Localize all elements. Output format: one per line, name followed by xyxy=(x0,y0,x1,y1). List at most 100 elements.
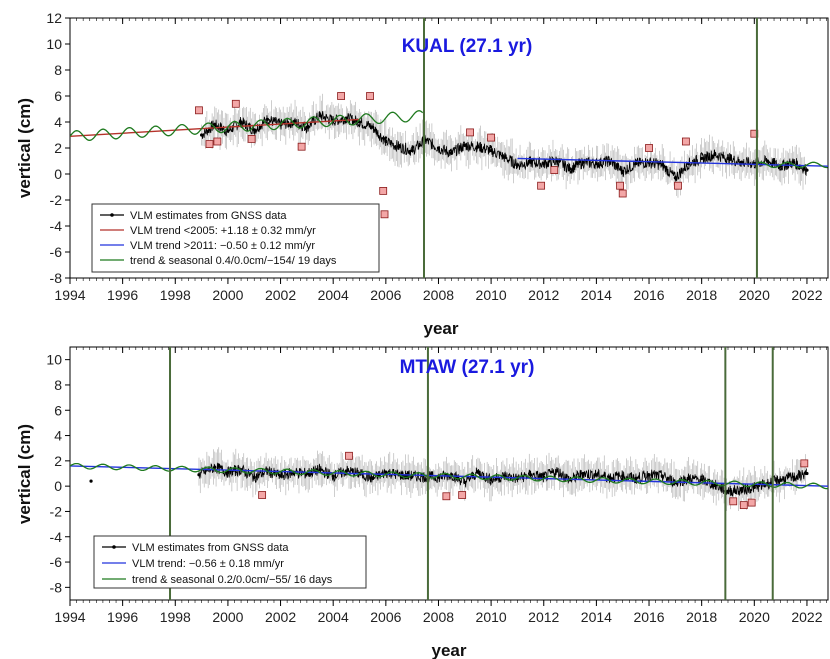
vlm-estimate-point xyxy=(765,159,770,163)
vlm-estimate-point xyxy=(726,156,730,160)
vlm-estimate-point xyxy=(673,176,677,180)
outlier-marker xyxy=(747,498,756,507)
vlm-estimate-point xyxy=(528,473,533,477)
x-tick-label: 2016 xyxy=(633,287,664,303)
vlm-estimate-point xyxy=(700,156,704,160)
y-tick-label: 8 xyxy=(54,377,62,393)
vlm-estimate-point xyxy=(594,473,598,477)
vlm-estimate-point xyxy=(318,113,322,118)
x-tick-label: 1994 xyxy=(54,609,85,625)
legend-label: VLM trend <2005: +1.18 ± 0.32 mm/yr xyxy=(130,225,316,237)
vlm-estimate-point xyxy=(371,125,375,129)
vlm-estimate-point xyxy=(647,473,651,477)
vlm-estimate-point xyxy=(700,478,704,482)
outlier-marker xyxy=(800,459,809,468)
legend-label: VLM estimates from GNSS data xyxy=(132,542,289,554)
vlm-estimate-point xyxy=(792,160,796,164)
legend-box xyxy=(91,203,380,273)
x-tick-label: 2020 xyxy=(739,609,770,625)
outlier-marker xyxy=(297,142,306,151)
vlm-estimate-point xyxy=(463,480,467,484)
y-tick-label: 6 xyxy=(54,402,62,418)
vlm-estimate-point xyxy=(213,123,217,127)
x-tick-label: 2006 xyxy=(370,609,401,625)
vlm-estimate-point xyxy=(318,468,322,472)
vlm-estimate-point xyxy=(581,160,585,164)
vlm-estimate-point xyxy=(371,476,375,481)
x-tick-label: 2012 xyxy=(528,287,559,303)
vlm-estimate-point xyxy=(660,474,664,478)
x-tick-label: 2008 xyxy=(423,287,454,303)
outlier-marker xyxy=(337,92,345,100)
outlier-marker xyxy=(458,491,467,499)
vlm-estimate-point xyxy=(779,478,783,482)
outlier-marker xyxy=(258,491,267,499)
y-axis-label: vertical (cm) xyxy=(15,98,34,198)
x-tick-label: 2004 xyxy=(318,609,349,625)
outlier-marker xyxy=(674,181,682,190)
legend: VLM estimates from GNSS data VLM trend <2… xyxy=(91,203,380,273)
outlier-marker xyxy=(345,451,353,460)
outlier-marker xyxy=(213,137,222,146)
vlm-estimate-point xyxy=(568,167,572,171)
vlm-estimate-point xyxy=(634,162,638,166)
outlier-marker xyxy=(366,92,374,100)
y-tick-label: 2 xyxy=(54,140,62,156)
y-axis-label: vertical (cm) xyxy=(15,424,34,524)
outlier-marker xyxy=(380,210,389,219)
vlm-estimate-point xyxy=(305,125,309,129)
vlm-estimate-point xyxy=(252,475,256,479)
vlm-estimate-point xyxy=(713,152,717,157)
vlm-estimate-point xyxy=(226,470,230,474)
y-tick-label: -2 xyxy=(50,503,63,519)
y-tick-label: 0 xyxy=(54,478,62,494)
y-tick-label: 4 xyxy=(54,114,62,130)
vlm-estimate-point xyxy=(89,479,93,483)
vlm-estimate-point xyxy=(489,149,493,153)
vlm-estimate-point xyxy=(805,471,809,476)
outlier-marker xyxy=(681,137,690,146)
y-tick-label: 10 xyxy=(46,36,62,52)
legend: VLM estimates from GNSS data VLM trend: −… xyxy=(93,535,367,589)
vlm-estimate-point xyxy=(450,151,454,155)
x-tick-label: 2008 xyxy=(423,609,454,625)
x-tick-label: 2006 xyxy=(370,287,401,303)
legend-label: VLM trend: −0.56 ± 0.18 mm/yr xyxy=(132,558,284,570)
vlm-estimate-point xyxy=(197,473,201,477)
y-tick-label: 2 xyxy=(54,453,62,469)
x-tick-label: 2010 xyxy=(476,609,507,625)
x-axis-label: year xyxy=(424,319,459,338)
y-tick-label: -8 xyxy=(50,579,63,595)
x-tick-label: 1998 xyxy=(160,609,191,625)
outlier-marker xyxy=(645,144,653,152)
x-tick-label: 2014 xyxy=(581,287,612,303)
x-tick-label: 2002 xyxy=(265,287,296,303)
outlier-marker xyxy=(487,133,496,142)
legend-point xyxy=(112,545,116,549)
seasonal-model-line xyxy=(70,462,828,490)
vlm-estimate-point xyxy=(397,145,401,149)
x-tick-label: 2018 xyxy=(686,287,717,303)
x-tick-label: 2018 xyxy=(686,609,717,625)
seasonal-model-line xyxy=(70,110,828,169)
outlier-marker xyxy=(379,186,388,195)
vlm-estimate-point xyxy=(686,476,691,481)
vlm-estimate-point xyxy=(752,485,756,490)
vlm-estimate-point xyxy=(502,155,506,159)
outlier-marker xyxy=(729,497,738,506)
vlm-estimate-point xyxy=(463,143,467,147)
x-tick-label: 1996 xyxy=(107,609,138,625)
vlm-estimate-point xyxy=(384,139,388,144)
vlm-estimate-point xyxy=(265,117,269,121)
x-tick-label: 2012 xyxy=(528,609,559,625)
vlm-estimate-point xyxy=(805,168,809,172)
x-tick-label: 2016 xyxy=(633,609,664,625)
vlm-estimate-point xyxy=(607,475,612,479)
panel-kual: 1994 1996 1998 2000 2002 2004 2006 2008 2010 2012… xyxy=(15,10,829,338)
vlm-estimate-point xyxy=(739,160,743,164)
y-tick-label: -6 xyxy=(50,244,63,260)
chart-title: MTAW (27.1 yr) xyxy=(400,357,535,378)
legend-label: trend & seasonal 0.2/0.0cm/−55/ 16 days xyxy=(132,574,333,586)
outlier-marker xyxy=(247,134,256,143)
outlier-marker xyxy=(618,189,627,198)
